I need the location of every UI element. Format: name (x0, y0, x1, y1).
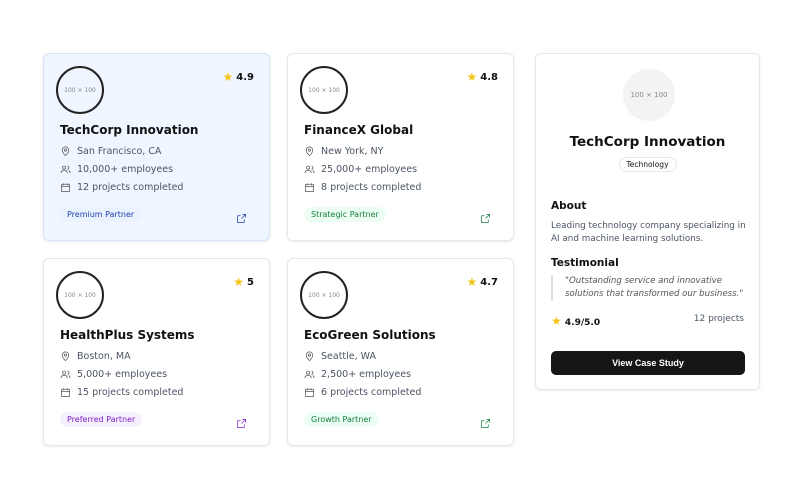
map-pin-icon (305, 146, 314, 157)
rating-value: 4.7 (480, 276, 498, 288)
map-pin-icon (61, 351, 70, 362)
about-text: Leading technology company specializing … (551, 221, 746, 244)
star-icon: ★ (233, 275, 245, 289)
location: San Francisco, CA (77, 146, 162, 157)
partner-tier-badge: Preferred Partner (60, 412, 143, 427)
external-link-icon[interactable] (480, 414, 491, 428)
calendar-icon (61, 388, 70, 397)
partner-logo: 100 × 100 (300, 271, 348, 319)
star-icon: ★ (222, 70, 234, 84)
partner-card[interactable]: 100 × 100 ★ 4.8 FinanceX Global New York,… (287, 53, 514, 241)
projects: 6 projects completed (321, 387, 422, 398)
detail-title: TechCorp Innovation (569, 134, 726, 150)
calendar-icon (61, 183, 70, 192)
users-icon (60, 370, 71, 379)
partner-card[interactable]: 100 × 100 ★ 4.9 TechCorp Innovation San F… (43, 53, 270, 241)
about-heading: About (551, 200, 587, 212)
partner-name: HealthPlus Systems (60, 328, 195, 342)
projects: 15 projects completed (77, 387, 184, 398)
logo-placeholder-text: 100 × 100 (308, 86, 340, 94)
category-badge: Technology (618, 157, 677, 172)
testimonial-heading: Testimonial (551, 257, 619, 269)
calendar-icon (305, 388, 314, 397)
location: Boston, MA (77, 351, 131, 362)
star-icon: ★ (466, 70, 478, 84)
partner-card[interactable]: 100 × 100 ★ 5 HealthPlus Systems Boston, … (43, 258, 270, 446)
logo-placeholder-text: 100 × 100 (308, 291, 340, 299)
partner-logo: 100 × 100 (623, 69, 675, 121)
external-link-icon[interactable] (236, 209, 247, 223)
star-icon: ★ (466, 275, 478, 289)
partner-tier-badge: Premium Partner (60, 207, 142, 222)
view-case-study-button[interactable]: View Case Study (551, 351, 745, 375)
rating-value: 5 (247, 276, 254, 288)
employees: 10,000+ employees (77, 164, 174, 175)
detail-rating: 4.9/5.0 (564, 318, 601, 328)
users-icon (60, 165, 71, 174)
external-link-icon[interactable] (480, 209, 491, 223)
rating-value: 4.9 (236, 71, 254, 83)
partner-logo: 100 × 100 (56, 66, 104, 114)
map-pin-icon (61, 146, 70, 157)
location: Seattle, WA (321, 351, 377, 362)
users-icon (304, 370, 315, 379)
calendar-icon (305, 183, 314, 192)
employees: 25,000+ employees (321, 164, 418, 175)
projects: 12 projects completed (77, 182, 184, 193)
logo-placeholder-text: 100 × 100 (630, 91, 668, 99)
partner-logo: 100 × 100 (300, 66, 348, 114)
partner-card[interactable]: 100 × 100 ★ 4.7 EcoGreen Solutions Seattl… (287, 258, 514, 446)
partner-tier-badge: Growth Partner (304, 412, 379, 427)
star-icon: ★ (551, 314, 562, 328)
partner-name: EcoGreen Solutions (304, 328, 436, 342)
rating-value: 4.8 (480, 71, 498, 83)
partner-name: FinanceX Global (304, 123, 414, 137)
partner-tier-badge: Strategic Partner (304, 207, 386, 222)
employees: 2,500+ employees (321, 369, 412, 380)
detail-projects: 12 projects (693, 314, 744, 324)
projects: 8 projects completed (321, 182, 422, 193)
external-link-icon[interactable] (236, 414, 247, 428)
partner-logo: 100 × 100 (56, 271, 104, 319)
location: New York, NY (321, 146, 384, 157)
logo-placeholder-text: 100 × 100 (64, 86, 96, 94)
map-pin-icon (305, 351, 314, 362)
users-icon (304, 165, 315, 174)
employees: 5,000+ employees (77, 369, 168, 380)
testimonial-quote: "Outstanding service and innovative solu… (551, 275, 751, 301)
partner-detail-panel: 100 × 100 TechCorp Innovation Technology… (535, 53, 760, 390)
partner-name: TechCorp Innovation (60, 123, 199, 137)
logo-placeholder-text: 100 × 100 (64, 291, 96, 299)
